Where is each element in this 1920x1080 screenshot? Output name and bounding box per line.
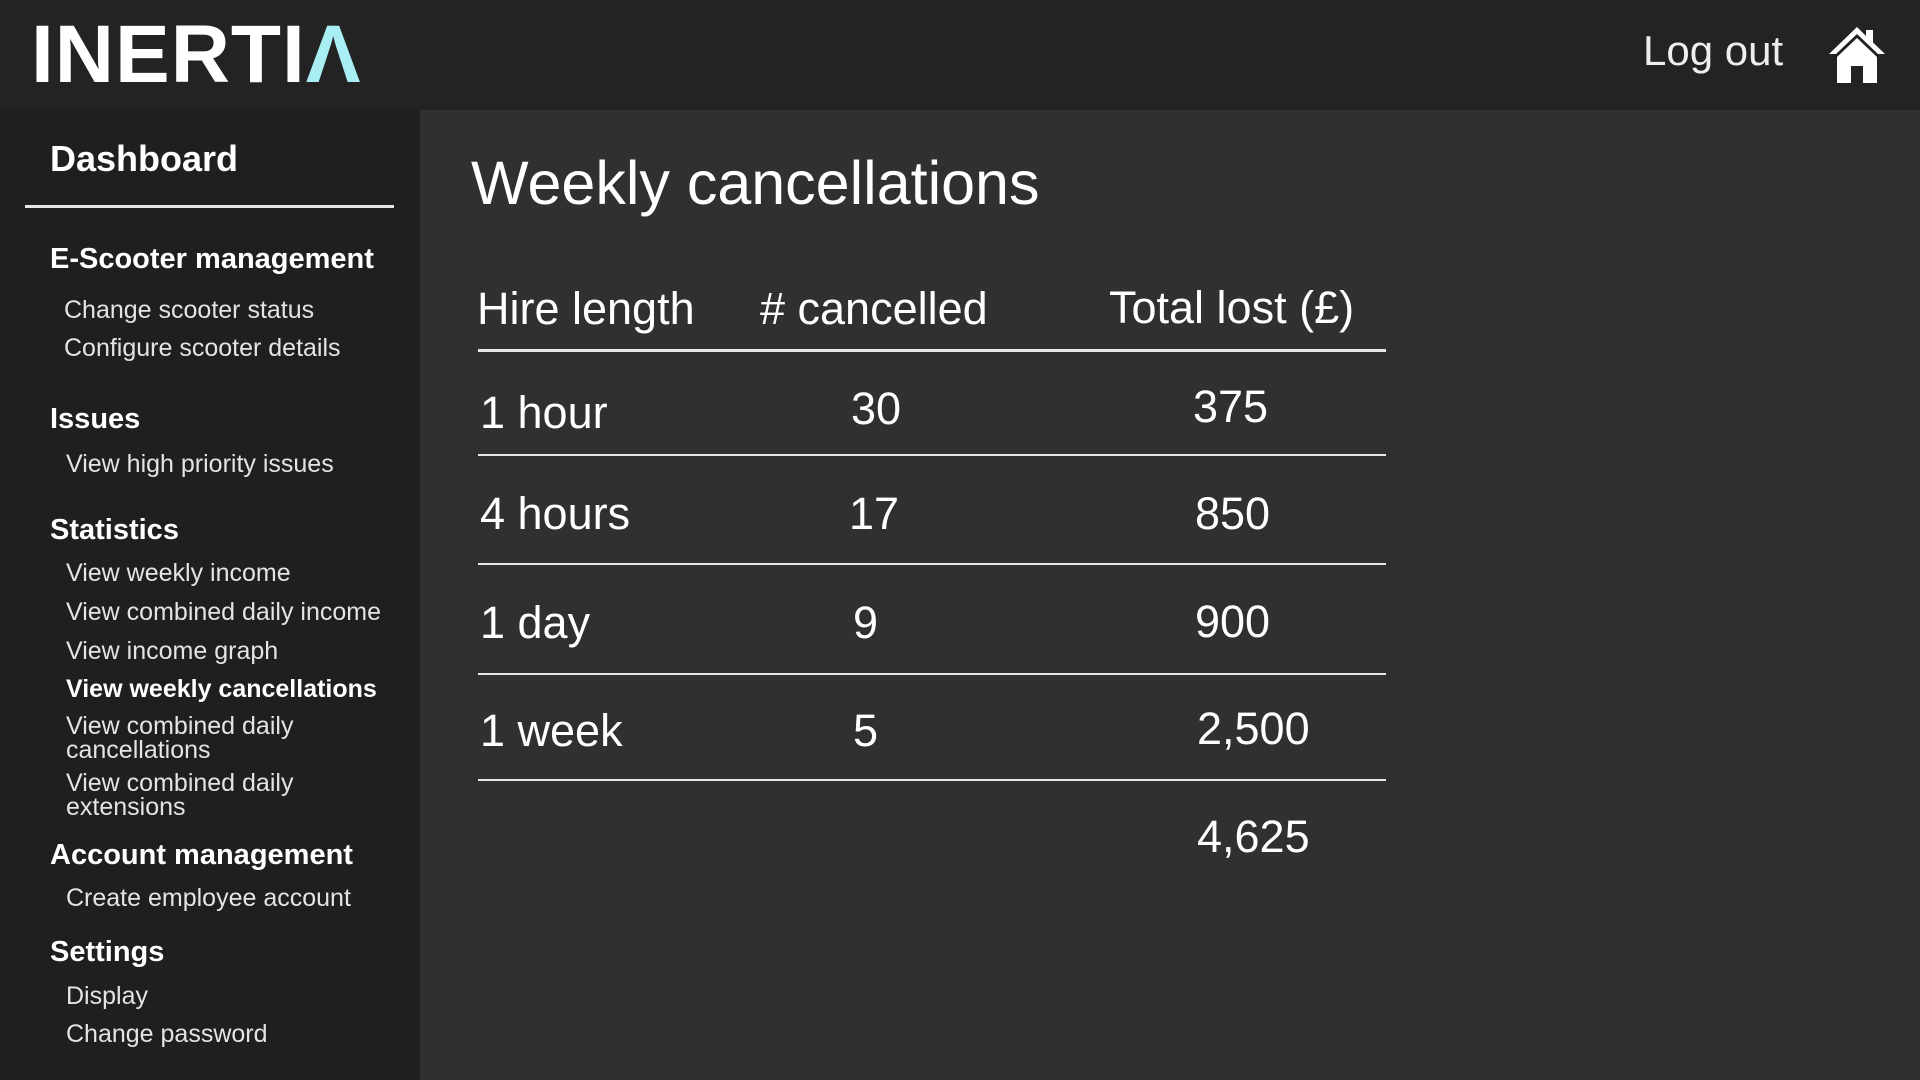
logo-text: INERTI — [31, 9, 306, 100]
home-icon — [1829, 27, 1885, 83]
cell-cancelled: 30 — [851, 383, 902, 434]
sidebar-item-display[interactable]: Display — [66, 982, 148, 1010]
header-divider — [478, 349, 1386, 352]
logout-button[interactable]: Log out — [1643, 27, 1784, 74]
total-lost-sum: 4,625 — [1197, 811, 1310, 862]
column-header-cancelled: # cancelled — [760, 283, 988, 334]
row-divider — [478, 454, 1386, 456]
sidebar-item-view-combined-daily-income[interactable]: View combined daily income — [66, 598, 381, 626]
sidebar-item-label-line: View combined daily — [66, 712, 294, 740]
sidebar-item-label-line: cancellations — [66, 736, 211, 764]
page-title: Weekly cancellations — [471, 149, 1040, 217]
sidebar-item-create-employee-account[interactable]: Create employee account — [66, 884, 351, 912]
sidebar-section-issues: Issues — [50, 403, 141, 435]
sidebar-item-label-line: View combined daily — [66, 769, 294, 797]
top-bar: INERTIΛ Log out — [0, 0, 1920, 110]
row-divider — [478, 779, 1386, 781]
cell-total-lost: 375 — [1193, 381, 1269, 432]
cell-hire-length: 1 day — [480, 597, 591, 648]
sidebar-item-view-combined-daily-cancellations[interactable]: View combined daily cancellations — [66, 712, 294, 764]
sidebar-item-view-weekly-cancellations[interactable]: View weekly cancellations — [66, 675, 377, 703]
cell-cancelled: 17 — [849, 488, 900, 539]
logo: INERTIΛ — [31, 14, 362, 96]
sidebar-section-settings: Settings — [50, 936, 165, 968]
row-divider — [478, 563, 1386, 565]
home-button[interactable] — [1826, 24, 1888, 86]
column-header-hire-length: Hire length — [477, 283, 695, 334]
logo-accent-letter: Λ — [305, 9, 362, 100]
cell-hire-length: 4 hours — [480, 488, 631, 539]
sidebar-item-view-high-priority-issues[interactable]: View high priority issues — [66, 450, 334, 478]
sidebar-section-statistics: Statistics — [50, 514, 179, 546]
sidebar-item-view-combined-daily-extensions[interactable]: View combined daily extensions — [66, 769, 294, 821]
cell-hire-length: 1 week — [480, 705, 623, 756]
column-header-total-lost: Total lost (£) — [1109, 282, 1355, 333]
cell-cancelled: 5 — [853, 705, 879, 756]
sidebar-section-account-management: Account management — [50, 839, 353, 871]
sidebar-dashboard-link[interactable]: Dashboard — [50, 138, 239, 179]
dashboard-divider — [25, 205, 394, 208]
sidebar-section-escooter-management: E-Scooter management — [50, 243, 374, 275]
row-divider — [478, 673, 1386, 675]
cell-total-lost: 900 — [1195, 596, 1271, 647]
main-content: Weekly cancellations Hire length # cance… — [420, 110, 1920, 1080]
cell-cancelled: 9 — [853, 597, 879, 648]
cell-hire-length: 1 hour — [480, 387, 608, 438]
sidebar: Dashboard E-Scooter management Change sc… — [0, 110, 420, 1080]
cell-total-lost: 850 — [1195, 488, 1271, 539]
cell-total-lost: 2,500 — [1197, 703, 1310, 754]
sidebar-item-configure-scooter-details[interactable]: Configure scooter details — [64, 334, 341, 362]
sidebar-item-change-password[interactable]: Change password — [66, 1020, 268, 1048]
sidebar-item-view-weekly-income[interactable]: View weekly income — [66, 559, 291, 587]
sidebar-item-view-income-graph[interactable]: View income graph — [66, 637, 279, 665]
sidebar-item-change-scooter-status[interactable]: Change scooter status — [64, 296, 315, 324]
sidebar-item-label-line: extensions — [66, 793, 186, 821]
